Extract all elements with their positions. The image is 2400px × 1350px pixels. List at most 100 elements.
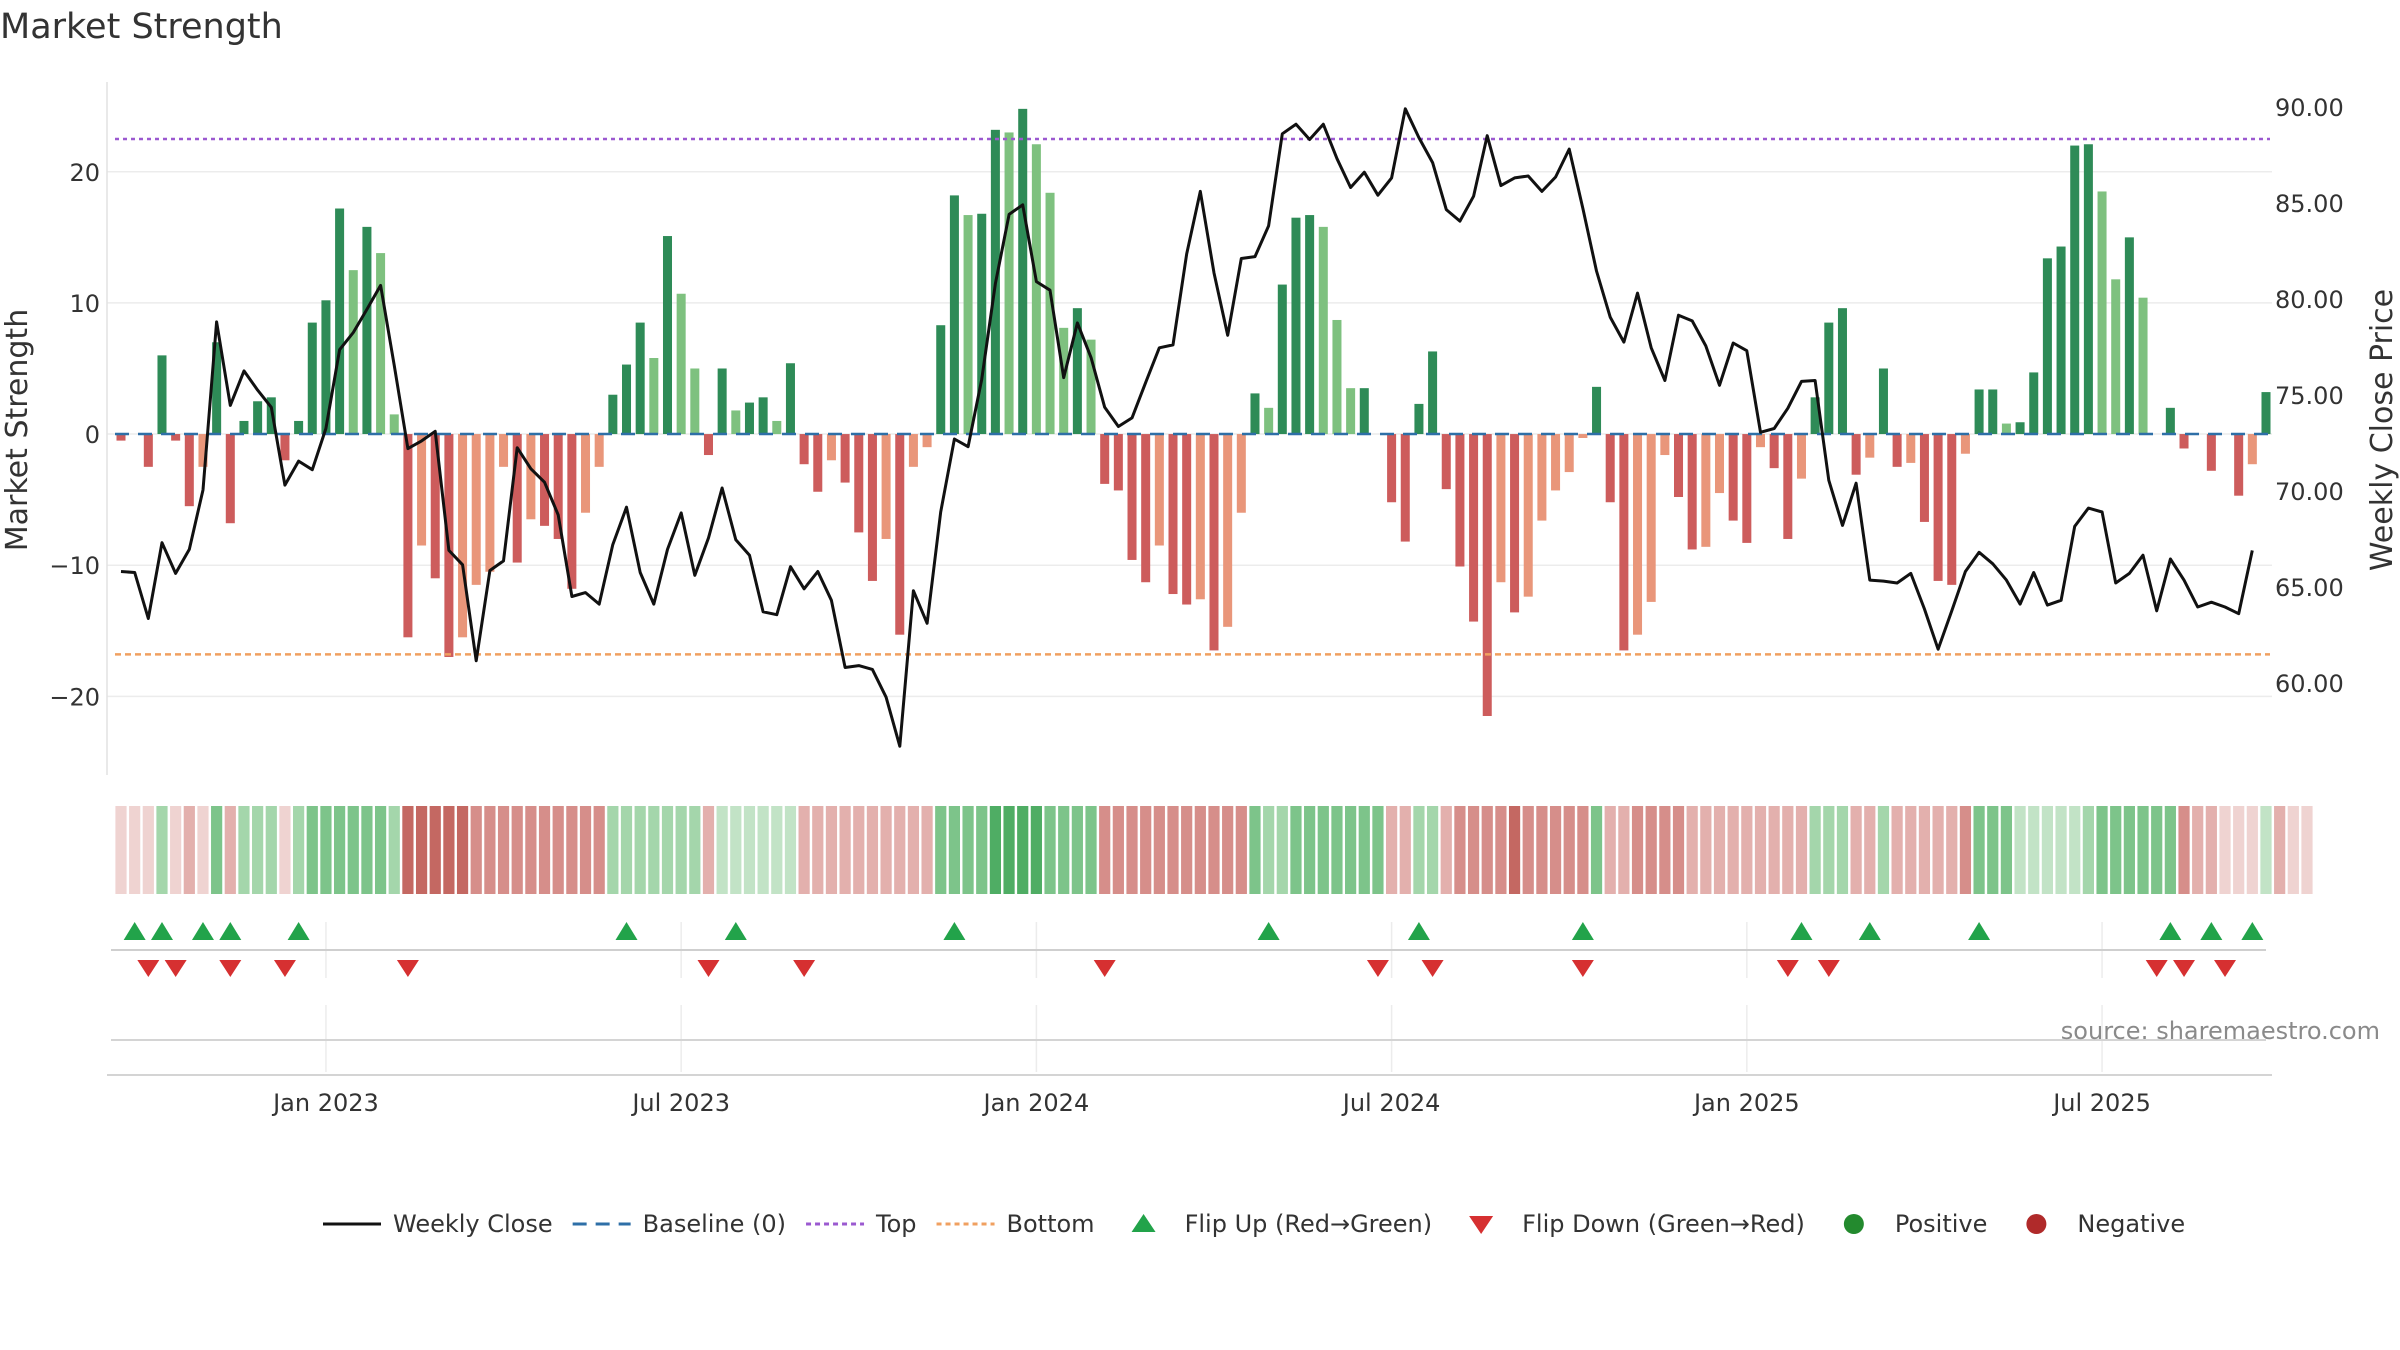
regime-shade-cell — [2192, 806, 2204, 894]
x-tick-label: Jan 2023 — [271, 1089, 379, 1117]
regime-shade-cell — [1276, 806, 1288, 894]
strength-bar — [908, 434, 918, 467]
regime-shade-cell — [170, 806, 182, 894]
legend-label: Bottom — [1007, 1210, 1095, 1238]
regime-shade-cell — [1413, 806, 1425, 894]
regime-shade-cell — [1918, 806, 1931, 894]
regime-shade-cell — [1809, 806, 1821, 894]
regime-shade-cell — [320, 806, 332, 894]
regime-shade-cell — [784, 806, 797, 894]
strength-bar — [157, 355, 167, 435]
regime-shade-cell — [1372, 806, 1384, 894]
regime-shade-cell — [2151, 806, 2163, 894]
regime-shade-cell — [511, 806, 523, 894]
strength-bar — [744, 402, 754, 435]
regime-shade-cell — [238, 806, 250, 894]
regime-shade-cell — [798, 806, 810, 894]
regime-shade-cell — [497, 806, 510, 894]
strength-bar — [1906, 434, 1916, 463]
legend-item: Flip Down (Green→Red) — [1469, 1210, 1805, 1238]
strength-bar — [2234, 434, 2244, 496]
strength-bar — [1223, 434, 1233, 627]
flip-down-marker — [1571, 960, 1594, 977]
regime-shade-cell — [593, 806, 605, 894]
flip-down-marker — [273, 960, 296, 977]
regime-shade-cell — [2082, 806, 2094, 894]
strength-bar — [2042, 258, 2052, 435]
regime-shade-cell — [1713, 806, 1726, 894]
strength-bar — [389, 414, 399, 435]
strength-bar — [936, 325, 946, 435]
regime-shade-cell — [1604, 806, 1616, 894]
flip-up-marker — [943, 922, 966, 940]
strength-bar — [499, 434, 509, 467]
regime-shade-cell — [265, 806, 277, 894]
strength-bar — [1605, 434, 1615, 503]
regime-shade-strip — [115, 806, 2313, 894]
flip-up-marker — [219, 922, 242, 940]
flip-down-marker — [1093, 960, 1116, 977]
strength-bar — [1195, 434, 1205, 600]
regime-shade-cell — [1358, 806, 1370, 894]
strength-bar — [2001, 423, 2011, 435]
regime-shade-cell — [771, 806, 783, 894]
strength-bar — [1236, 434, 1246, 513]
strength-bar — [143, 434, 153, 467]
regime-shade-cell — [1317, 806, 1329, 894]
strength-bar — [1551, 434, 1561, 491]
regime-shade-cell — [634, 806, 646, 894]
regime-shade-cell — [1030, 806, 1042, 894]
regime-shade-cell — [2096, 806, 2108, 894]
left-tick-label: −20 — [49, 683, 100, 711]
strength-bar — [676, 293, 686, 435]
flip-up-marker — [287, 922, 310, 940]
regime-shade-cell — [1686, 806, 1698, 894]
regime-shade-cell — [1536, 806, 1548, 894]
regime-shade-cell — [374, 806, 387, 894]
left-tick-label: 0 — [85, 421, 100, 449]
legend-label: Weekly Close — [393, 1210, 553, 1238]
strength-bar — [1755, 434, 1765, 448]
regime-shade-cell — [1987, 806, 1999, 894]
strength-bar — [608, 394, 618, 435]
flip-up-marker — [1257, 922, 1280, 940]
regime-shade-cell — [552, 806, 564, 894]
left-y-axis-label: Market Strength — [0, 309, 35, 551]
strength-bar — [717, 368, 727, 435]
right-tick-label: 85.00 — [2275, 190, 2344, 218]
weekly-close-path — [120, 107, 2254, 748]
regime-shade-cell — [1467, 806, 1480, 894]
regime-shade-cell — [156, 806, 168, 894]
right-tick-label: 80.00 — [2275, 286, 2344, 314]
legend-swatch — [1843, 1214, 1864, 1234]
regime-shade-cell — [388, 806, 400, 894]
regime-shade-cell — [962, 806, 974, 894]
strength-bar — [1387, 434, 1397, 503]
regime-shade-cell — [224, 806, 236, 894]
strength-bar — [1810, 397, 1820, 435]
regime-shade-cell — [279, 806, 291, 894]
legend-item: Positive — [1843, 1210, 1987, 1238]
x-tick-label: Jul 2025 — [2051, 1089, 2151, 1117]
regime-shade-cell — [2110, 806, 2122, 894]
flip-up-marker — [2159, 922, 2182, 940]
strength-bar — [321, 300, 331, 435]
flip-up-marker — [1790, 922, 1813, 940]
regime-shade-cell — [306, 806, 318, 894]
strength-bar — [403, 434, 413, 638]
flip-up-marker — [1571, 922, 1594, 940]
strength-bar — [2124, 237, 2134, 435]
strength-bar — [1414, 403, 1424, 435]
strength-bar — [758, 397, 768, 435]
regime-shade-cell — [183, 806, 195, 894]
regime-shade-cell — [1044, 806, 1056, 894]
regime-shade-cell — [1946, 806, 1958, 894]
flip-up-marker — [150, 922, 173, 940]
strength-bar — [1933, 434, 1943, 581]
strength-bar — [963, 215, 973, 435]
regime-shade-cell — [2274, 806, 2286, 894]
legend: Weekly Close Baseline (0) Top Bottom Flip Up… — [323, 1210, 2185, 1238]
strength-bar — [1182, 434, 1192, 605]
regime-shade-cell — [2123, 806, 2135, 894]
strength-bar — [1687, 434, 1697, 550]
